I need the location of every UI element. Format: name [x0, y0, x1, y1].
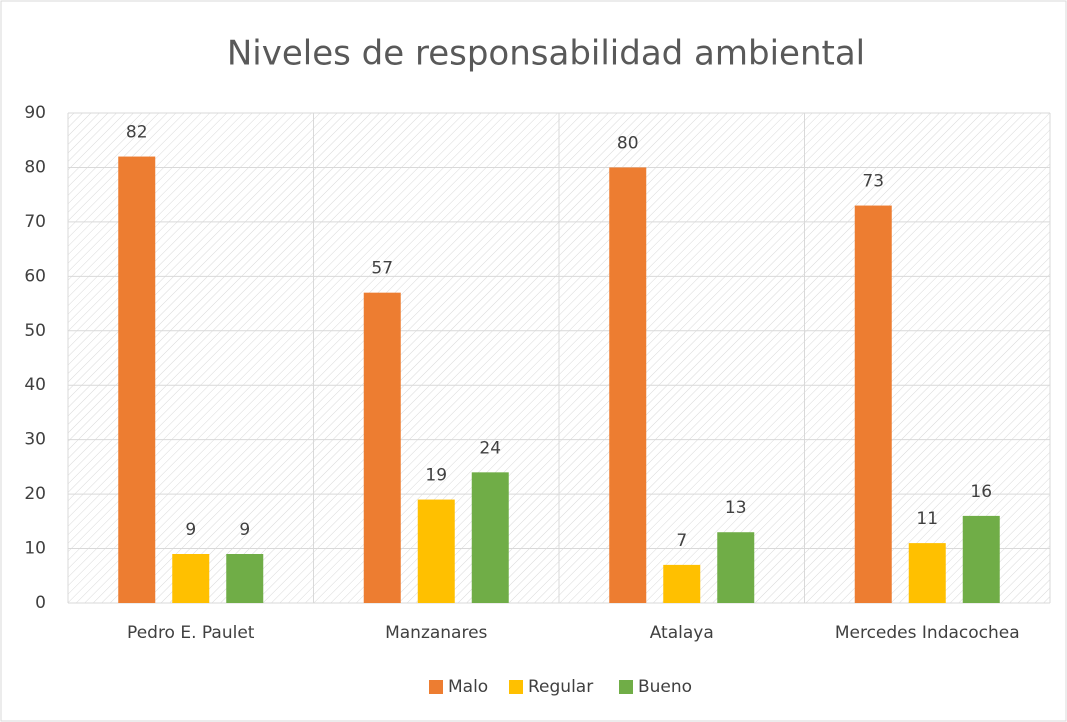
bar [609, 167, 647, 603]
y-tick-label: 10 [24, 539, 46, 559]
x-tick-label: Mercedes Indacochea [835, 623, 1020, 643]
bar [962, 515, 1000, 603]
bar [226, 554, 264, 603]
data-label: 16 [970, 482, 992, 502]
legend-swatch [429, 680, 443, 694]
data-label: 19 [425, 466, 447, 486]
bar [118, 156, 156, 604]
data-label: 24 [479, 438, 501, 458]
y-tick-label: 20 [24, 484, 46, 504]
data-label: 80 [617, 133, 639, 153]
y-tick-label: 80 [24, 157, 46, 177]
y-tick-label: 40 [24, 375, 46, 395]
data-label: 82 [126, 123, 148, 143]
legend-label: Malo [448, 677, 488, 697]
x-tick-label: Manzanares [385, 623, 487, 643]
data-label: 9 [239, 520, 250, 540]
bar [854, 205, 892, 604]
legend-swatch [509, 680, 523, 694]
legend-label: Bueno [638, 677, 692, 697]
y-tick-label: 50 [24, 321, 46, 341]
legend-swatch [619, 680, 633, 694]
y-tick-label: 60 [24, 266, 46, 286]
data-label: 11 [916, 509, 938, 529]
chart-title: Niveles de responsabilidad ambiental [227, 34, 865, 74]
bar [172, 554, 210, 603]
data-label: 9 [185, 520, 196, 540]
bar [363, 292, 401, 603]
data-label: 13 [725, 498, 747, 518]
y-tick-label: 70 [24, 212, 46, 232]
bar [471, 472, 509, 603]
data-label: 7 [676, 531, 687, 551]
legend-label: Regular [528, 677, 593, 697]
y-tick-label: 0 [35, 593, 46, 613]
bar [417, 499, 455, 603]
bar [663, 564, 701, 603]
x-tick-label: Atalaya [650, 623, 714, 643]
data-label: 73 [862, 172, 884, 192]
bar [908, 543, 946, 603]
x-tick-label: Pedro E. Paulet [127, 623, 255, 643]
y-tick-label: 90 [24, 103, 46, 123]
y-tick-label: 30 [24, 430, 46, 450]
data-label: 57 [371, 259, 393, 279]
bar [717, 532, 755, 603]
